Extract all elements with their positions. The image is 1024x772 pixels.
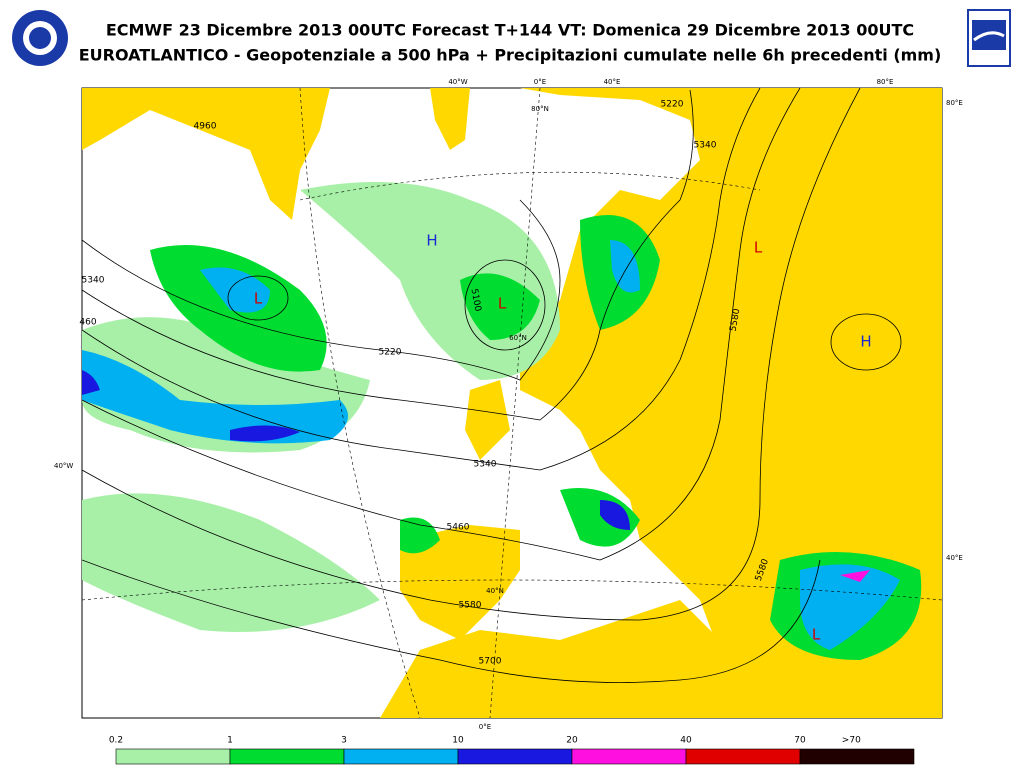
legend-label: 1: [227, 736, 233, 746]
grid-label: 60°N: [509, 334, 527, 342]
title: ECMWF 23 Dicembre 2013 00UTC Forecast T+…: [106, 21, 914, 40]
legend-swatch: [571, 748, 687, 765]
contour-label: 5700: [479, 657, 502, 667]
contour-label: 5220: [661, 100, 684, 110]
logo-right: [967, 9, 1011, 67]
legend-swatch: [685, 748, 801, 765]
high-center: H: [860, 333, 871, 351]
contour-label: 5340: [474, 460, 497, 470]
contour-label: 460: [79, 318, 96, 328]
grid-label: 0°E: [534, 78, 546, 86]
legend-swatch: [457, 748, 573, 765]
legend: 0.2 1 3 10 20 40 70 >70: [109, 736, 915, 765]
low-center: L: [812, 626, 821, 644]
contour-label: 5100: [469, 288, 483, 313]
grid-label: 40°E: [946, 554, 963, 562]
contour-label: 5340: [82, 276, 105, 286]
low-center: L: [254, 290, 263, 308]
grid-label: 40°W: [448, 78, 467, 86]
grid-label: 80°N: [531, 105, 549, 113]
contour-label: 5340: [694, 141, 717, 151]
legend-label: 20: [566, 736, 578, 746]
legend-label: 70: [794, 736, 806, 746]
legend-label: 10: [452, 736, 464, 746]
legend-swatch: [229, 748, 345, 765]
grid-label: 40°W: [54, 462, 73, 470]
grid-label: 80°E: [877, 78, 894, 86]
subtitle: EUROATLANTICO - Geopotenziale a 500 hPa …: [79, 46, 942, 65]
contour-label: 5580: [459, 601, 482, 611]
high-center: H: [426, 232, 437, 250]
map: 40°W 0°E 40°E 80°E 80°E 40°W 40°E 0°E 40…: [54, 78, 963, 731]
grid-label: 0°E: [479, 723, 491, 731]
legend-label: 0.2: [109, 736, 123, 746]
contour-label: 4960: [194, 122, 217, 132]
logo-left: [12, 10, 68, 66]
graticule: [82, 88, 942, 718]
contour-label: 5580: [729, 308, 743, 333]
grid-label: 40°N: [486, 587, 504, 595]
contour-label: 5220: [379, 348, 402, 358]
low-center: L: [498, 295, 507, 313]
legend-swatch: [115, 748, 231, 765]
precipitation: [82, 182, 922, 660]
legend-label: 3: [341, 736, 347, 746]
legend-label: >70: [842, 736, 861, 746]
contours: [82, 88, 902, 683]
legend-swatch: [343, 748, 459, 765]
contour-label: 5460: [447, 523, 470, 533]
legend-label: 40: [680, 736, 692, 746]
low-center: L: [754, 239, 763, 257]
legend-swatch: [799, 748, 915, 765]
grid-label: 40°E: [604, 78, 621, 86]
grid-label: 80°E: [946, 99, 963, 107]
